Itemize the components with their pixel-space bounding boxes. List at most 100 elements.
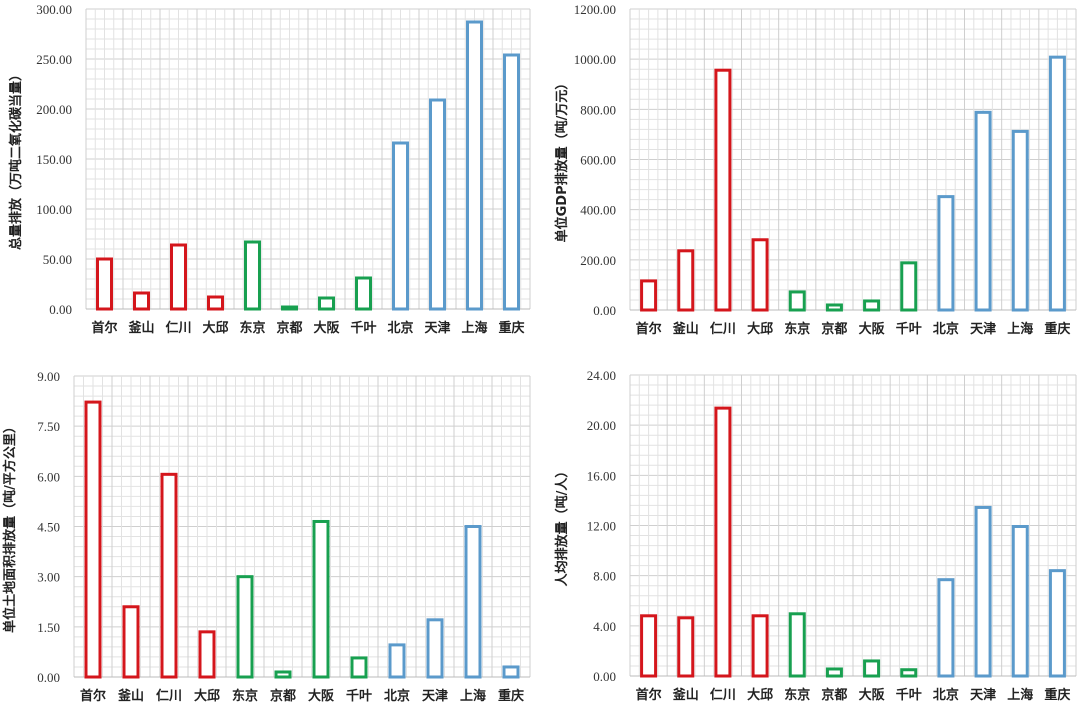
bar [640, 279, 658, 312]
y-axis-label: 单位GDP排放量（吨/万元） [554, 77, 570, 243]
x-tick-label: 京都 [821, 321, 847, 337]
x-tick-label: 仁川 [165, 320, 191, 336]
x-tick-label: 千叶 [896, 321, 922, 337]
x-tick-label: 重庆 [1044, 687, 1070, 703]
bar [1048, 569, 1066, 678]
bar [502, 665, 520, 679]
bar [937, 195, 955, 312]
x-tick-label: 重庆 [498, 688, 524, 704]
bar [281, 305, 298, 311]
bar [751, 238, 769, 312]
x-tick-label: 北京 [933, 687, 959, 703]
y-tick-label: 24.00 [587, 368, 616, 383]
bar [392, 141, 409, 311]
y-tick-label: 8.00 [593, 569, 616, 584]
bar [788, 612, 806, 678]
y-tick-label: 12.00 [587, 519, 616, 534]
x-tick-label: 大阪 [859, 687, 886, 703]
bar [974, 110, 992, 312]
x-tick-label: 东京 [232, 688, 258, 704]
bar [312, 519, 330, 679]
bar [677, 249, 695, 312]
x-tick-label: 上海 [1007, 321, 1033, 337]
x-tick-label: 大阪 [308, 688, 335, 704]
x-tick-label: 仁川 [710, 321, 736, 337]
x-tick-label: 千叶 [346, 688, 372, 704]
bar [207, 295, 224, 311]
bar [122, 605, 140, 679]
x-tick-label: 千叶 [350, 320, 376, 336]
y-tick-label: 20.00 [587, 418, 616, 433]
x-tick-label: 天津 [422, 688, 448, 704]
x-tick-label: 京都 [270, 688, 296, 704]
bar [96, 257, 113, 311]
bar [133, 291, 150, 311]
bar [198, 630, 216, 679]
y-tick-label: 200.00 [580, 253, 616, 268]
bar [466, 20, 483, 311]
x-tick-label: 大邱 [194, 688, 220, 704]
y-tick-label: 400.00 [580, 203, 616, 218]
y-tick-label: 16.00 [587, 468, 616, 483]
y-axis-label: 人均排放量（吨/人） [554, 465, 570, 587]
x-tick-label: 釜山 [672, 321, 699, 337]
x-tick-label: 京都 [821, 687, 847, 703]
x-tick-label: 大邱 [202, 320, 228, 336]
bar [244, 240, 261, 311]
bar [464, 525, 482, 679]
x-tick-label: 首尔 [80, 688, 106, 704]
bar [503, 53, 520, 311]
x-tick-label: 上海 [461, 320, 487, 336]
bar [825, 667, 843, 678]
y-tick-label: 300.00 [36, 2, 72, 17]
y-tick-label: 1000.00 [574, 52, 616, 67]
bar [350, 656, 368, 679]
y-tick-label: 1.50 [37, 620, 60, 635]
x-tick-label: 重庆 [498, 320, 524, 336]
y-tick-label: 0.00 [593, 303, 616, 318]
bar [429, 98, 446, 311]
x-tick-label: 仁川 [710, 687, 736, 703]
x-tick-label: 北京 [387, 320, 413, 336]
y-tick-label: 0.00 [37, 670, 60, 685]
bar [1011, 129, 1029, 312]
x-tick-label: 釜山 [117, 688, 144, 704]
bar [900, 668, 918, 678]
x-tick-label: 天津 [424, 320, 450, 336]
y-tick-label: 250.00 [36, 52, 72, 67]
y-tick-label: 800.00 [580, 102, 616, 117]
x-tick-label: 北京 [933, 321, 959, 337]
y-tick-label: 3.00 [37, 570, 60, 585]
y-axis-label: 总量排放（万吨二氧化碳当量） [8, 68, 24, 250]
bar [355, 276, 372, 311]
x-tick-label: 大阪 [859, 321, 886, 337]
bar [863, 299, 881, 312]
x-tick-label: 上海 [460, 688, 486, 704]
x-tick-label: 东京 [784, 687, 810, 703]
chart-1: 0.00 50.00 100.00 150.00 200.00 250.00 300.00 总… [8, 2, 531, 336]
x-tick-label: 首尔 [636, 687, 662, 703]
x-tick-label: 大邱 [747, 321, 773, 337]
y-tick-label: 4.50 [37, 520, 60, 535]
x-tick-label: 上海 [1007, 687, 1033, 703]
chart-4: 0.00 4.00 8.00 12.00 16.00 20.00 24.00 人均排放量（吨/… [554, 368, 1077, 703]
x-tick-label: 天津 [970, 321, 996, 337]
x-tick-label: 首尔 [91, 320, 117, 336]
chart-3: 0.00 1.50 3.00 4.50 6.00 7.50 9.00 单位土地面积排放量（吨/… [2, 369, 531, 704]
bar [900, 261, 918, 312]
y-tick-label: 100.00 [36, 202, 72, 217]
y-tick-label: 0.00 [593, 669, 616, 684]
x-tick-label: 大阪 [313, 320, 340, 336]
bar [788, 290, 806, 312]
y-tick-label: 0.00 [49, 302, 72, 317]
bar [974, 505, 992, 678]
x-tick-label: 重庆 [1044, 321, 1070, 337]
y-tick-label: 7.50 [37, 419, 60, 434]
x-tick-label: 东京 [784, 321, 810, 337]
y-tick-label: 1200.00 [574, 2, 616, 17]
x-tick-label: 首尔 [636, 321, 662, 337]
y-tick-label: 200.00 [36, 102, 72, 117]
y-tick-label: 4.00 [593, 619, 616, 634]
bar [937, 578, 955, 678]
